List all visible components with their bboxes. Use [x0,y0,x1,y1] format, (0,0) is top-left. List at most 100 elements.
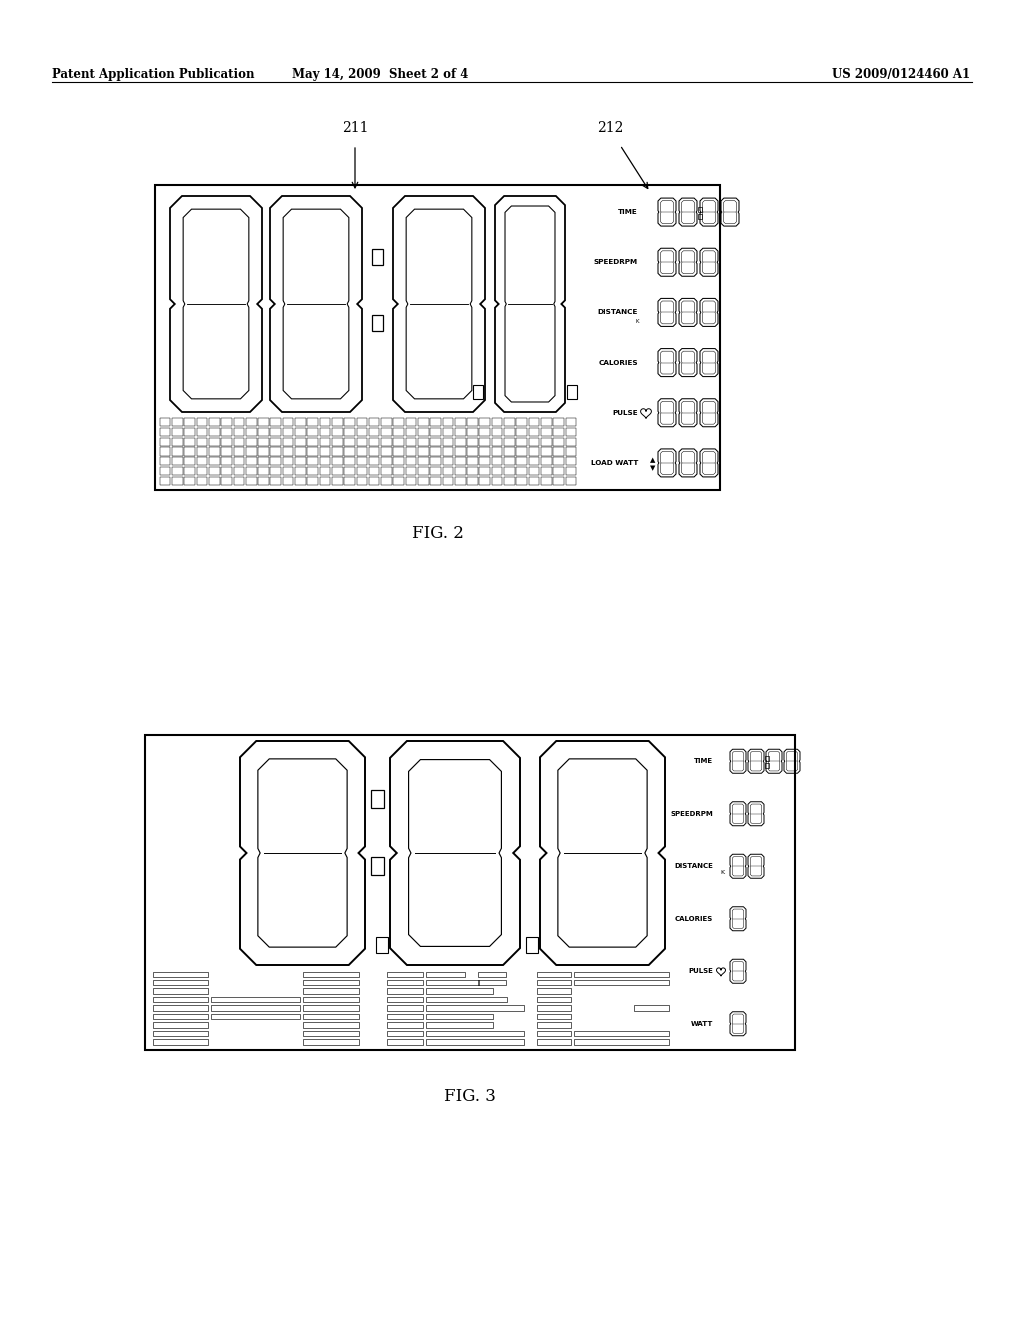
Bar [295,437,306,446]
Bar [479,428,490,436]
Text: Patent Application Publication: Patent Application Publication [52,69,255,81]
Bar [528,477,540,486]
Bar [283,467,294,475]
Bar [283,447,294,455]
Text: CALORIES: CALORIES [675,916,713,921]
Bar [528,437,540,446]
Bar [258,447,269,455]
Bar [344,418,355,426]
Text: CALORIES: CALORIES [598,359,638,366]
Bar [467,418,478,426]
Bar [467,447,478,455]
Bar [153,1039,208,1044]
Bar [537,997,571,1002]
Bar [492,457,503,466]
Bar [381,457,392,466]
Bar [233,457,245,466]
Bar [221,437,232,446]
Bar [516,477,527,486]
Bar [567,385,577,399]
Bar [553,447,564,455]
Bar [184,467,196,475]
Bar [492,437,503,446]
Bar [221,467,232,475]
Bar [565,428,577,436]
Text: PULSE: PULSE [688,969,713,974]
Bar [332,437,343,446]
Bar [537,972,571,977]
Bar [406,457,417,466]
Bar [369,477,380,486]
Bar [344,467,355,475]
Bar [479,437,490,446]
Bar [153,997,208,1002]
Bar [393,418,404,426]
Bar [442,437,454,446]
Bar [528,467,540,475]
Bar [442,457,454,466]
Text: ▼: ▼ [650,465,655,471]
Bar [565,447,577,455]
Bar [442,418,454,426]
Bar [283,437,294,446]
Bar [332,418,343,426]
Bar [356,437,368,446]
Bar [303,972,358,977]
Bar [258,457,269,466]
Bar [332,457,343,466]
Text: ▲: ▲ [650,457,655,463]
Bar [211,1006,300,1011]
Bar [258,428,269,436]
Bar [467,428,478,436]
Bar [565,418,577,426]
Bar [504,457,515,466]
Bar [386,972,423,977]
Text: 212: 212 [597,121,624,135]
Bar [160,467,170,475]
Bar [369,437,380,446]
Bar [565,467,577,475]
Bar [479,467,490,475]
Bar [307,477,318,486]
Bar [376,937,388,953]
Bar [386,1022,423,1027]
Bar [418,467,429,475]
Bar [211,997,300,1002]
Bar [386,997,423,1002]
Bar [283,418,294,426]
Bar [307,457,318,466]
Bar [344,457,355,466]
Bar [492,428,503,436]
Bar [233,437,245,446]
Bar [172,428,183,436]
Bar [516,457,527,466]
Bar [504,477,515,486]
Bar [172,418,183,426]
Text: SPEEDRPM: SPEEDRPM [671,810,713,817]
Bar [258,477,269,486]
Bar [426,972,465,977]
Bar [565,477,577,486]
Bar [430,418,441,426]
Bar [430,428,441,436]
Bar [197,467,208,475]
Bar [270,428,282,436]
Bar [356,418,368,426]
Bar [270,457,282,466]
Bar [332,447,343,455]
Bar [221,477,232,486]
Bar [153,1031,208,1036]
Bar [381,447,392,455]
Bar [393,477,404,486]
Bar [283,477,294,486]
Bar [221,447,232,455]
Bar [393,457,404,466]
Bar [295,457,306,466]
Bar [574,972,669,977]
Bar [319,418,331,426]
Bar [698,207,702,213]
Bar [258,418,269,426]
Bar [246,457,257,466]
Bar [479,418,490,426]
Bar [209,447,220,455]
